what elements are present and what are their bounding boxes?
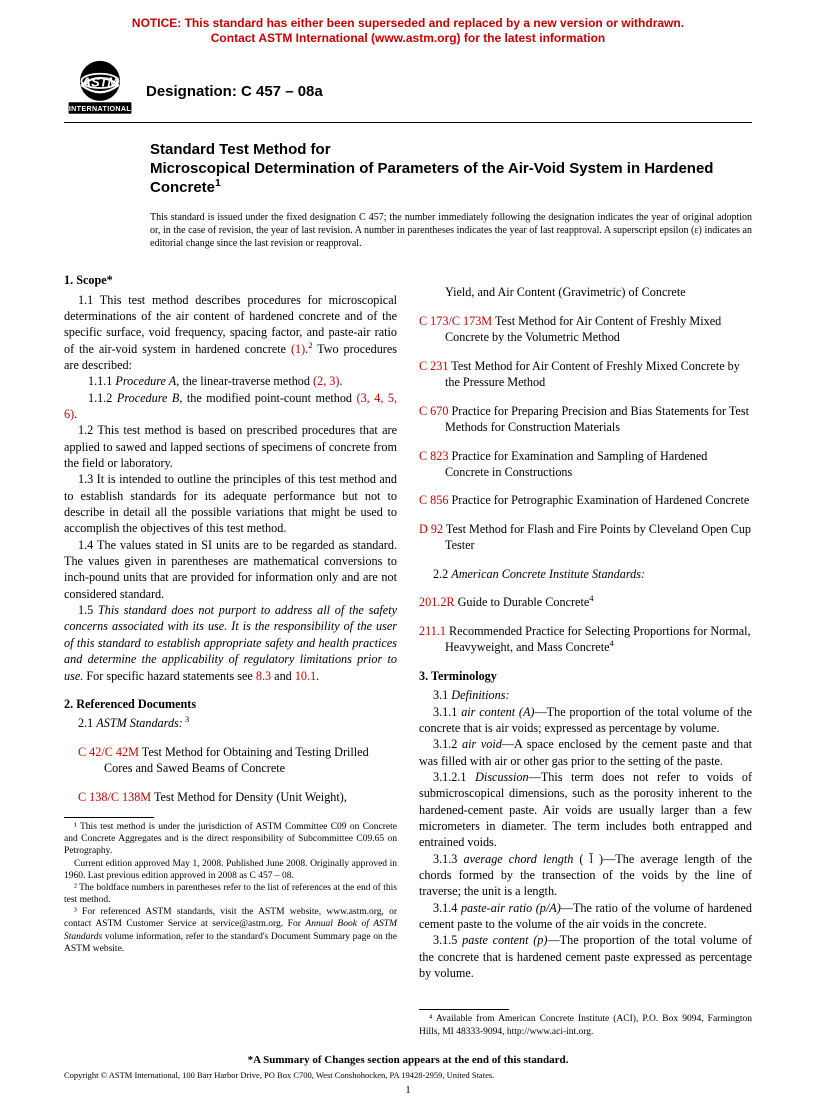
designation: Designation: C 457 – 08a (146, 77, 323, 100)
para-1-4: 1.4 The values stated in SI units are to… (64, 537, 397, 602)
ref-c856: C 856 Practice for Petrographic Examinat… (419, 492, 752, 508)
page-number: 1 (0, 1080, 816, 1096)
scope-heading: 1. Scope* (64, 272, 397, 288)
para-3-1-1: 3.1.1 air content (A)—The proportion of … (419, 704, 752, 737)
page: NOTICE: This standard has either been su… (0, 0, 816, 1056)
footnote-rule-left (64, 817, 154, 818)
para-1-1-1: 1.1.1 Procedure A, the linear-traverse m… (64, 373, 397, 389)
copyright: Copyright © ASTM International, 100 Barr… (0, 1066, 816, 1080)
summary-note: *A Summary of Changes section appears at… (0, 1054, 816, 1066)
para-3-1-4: 3.1.4 paste-air ratio (p/A)—The ratio of… (419, 900, 752, 933)
para-1-5: 1.5 This standard does not purport to ad… (64, 602, 397, 684)
ref-c138-cont: Yield, and Air Content (Gravimetric) of … (419, 284, 752, 300)
footnotes-right: ⁴ Available from American Concrete Insti… (419, 1013, 752, 1037)
header: ASTM INTERNATIONAL Designation: C 457 – … (0, 52, 816, 118)
para-3-1-2-1: 3.1.2.1 Discussion—This term does not re… (419, 769, 752, 851)
para-3-1-2: 3.1.2 air void—A space enclosed by the c… (419, 736, 752, 769)
ref-c173: C 173/C 173M Test Method for Air Content… (419, 313, 752, 346)
issuance-note: This standard is issued under the fixed … (0, 197, 816, 250)
para-3-1-3: 3.1.3 average chord length ( l̄ )—The av… (419, 851, 752, 900)
column-left: 1. Scope* 1.1 This test method describes… (64, 272, 397, 1037)
ref-c138: C 138/C 138M Test Method for Density (Un… (78, 789, 397, 805)
astm-logo: ASTM INTERNATIONAL (64, 58, 136, 118)
footnotes-left: ¹ This test method is under the jurisdic… (64, 821, 397, 955)
para-1-3: 1.3 It is intended to outline the princi… (64, 471, 397, 536)
svg-text:ASTM: ASTM (81, 75, 119, 90)
footnote-4: ⁴ Available from American Concrete Insti… (419, 1013, 752, 1037)
footnote-3: ³ For referenced ASTM standards, visit t… (64, 906, 397, 955)
para-2-1: 2.1 ASTM Standards: 3 (64, 715, 397, 731)
ref-d92: D 92 Test Method for Flash and Fire Poin… (419, 521, 752, 554)
title-block: Standard Test Method for Microscopical D… (0, 123, 816, 197)
ref-c823: C 823 Practice for Examination and Sampl… (419, 448, 752, 481)
notice-line-2: Contact ASTM International (www.astm.org… (211, 31, 605, 45)
notice-line-1: NOTICE: This standard has either been su… (132, 16, 684, 30)
terminology-heading: 3. Terminology (419, 668, 752, 684)
para-3-1: 3.1 Definitions: (419, 687, 752, 703)
footnote-2: ² The boldface numbers in parentheses re… (64, 882, 397, 906)
title-line-2: Microscopical Determination of Parameter… (150, 160, 752, 198)
column-right: Yield, and Air Content (Gravimetric) of … (419, 272, 752, 1037)
para-1-1: 1.1 This test method describes procedure… (64, 292, 397, 374)
para-1-1-2: 1.1.2 Procedure B, the modified point-co… (64, 390, 397, 423)
title-line-1: Standard Test Method for (150, 141, 752, 160)
ref-c231: C 231 Test Method for Air Content of Fre… (419, 358, 752, 391)
ref-c42: C 42/C 42M Test Method for Obtaining and… (78, 744, 397, 777)
para-2-2: 2.2 American Concrete Institute Standard… (419, 566, 752, 582)
para-1-2: 1.2 This test method is based on prescri… (64, 422, 397, 471)
footnote-1: ¹ This test method is under the jurisdic… (64, 821, 397, 857)
footnote-1b: Current edition approved May 1, 2008. Pu… (64, 858, 397, 882)
body-columns: 1. Scope* 1.1 This test method describes… (0, 250, 816, 1037)
footnote-rule-right (419, 1009, 509, 1010)
ref-c670: C 670 Practice for Preparing Precision a… (419, 403, 752, 436)
ref-201: 201.2R Guide to Durable Concrete4 (419, 594, 752, 610)
ref-211: 211.1 Recommended Practice for Selecting… (419, 623, 752, 656)
para-3-1-5: 3.1.5 paste content (p)—The proportion o… (419, 932, 752, 981)
svg-text:INTERNATIONAL: INTERNATIONAL (69, 105, 132, 113)
refdocs-heading: 2. Referenced Documents (64, 696, 397, 712)
notice-banner: NOTICE: This standard has either been su… (0, 0, 816, 52)
